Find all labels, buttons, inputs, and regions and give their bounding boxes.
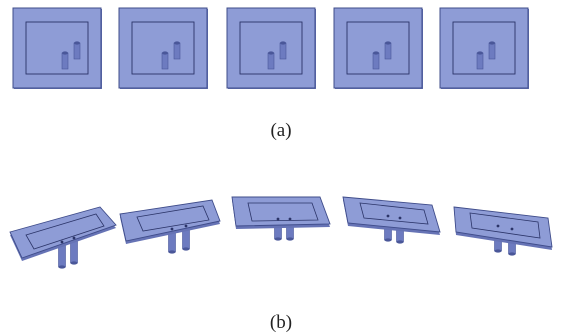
- probe-pin: [182, 228, 190, 250]
- board: [118, 7, 208, 89]
- board: [226, 7, 316, 89]
- probe-pin-top: [174, 41, 180, 45]
- probe-pin-top: [489, 41, 495, 45]
- probe-pin: [168, 231, 176, 253]
- board: [9, 206, 117, 259]
- top-view-antenna-5: [439, 7, 529, 89]
- probe-pin-end: [70, 261, 78, 265]
- probe-pin-top: [280, 41, 286, 45]
- top-view-antenna-4: [333, 7, 423, 89]
- probe-pin-end: [384, 238, 392, 242]
- row-a-top-views: [12, 7, 529, 89]
- probe-pin: [267, 52, 275, 70]
- patch-outline: [247, 202, 319, 222]
- probe-pin-end: [168, 250, 176, 254]
- feed-point: [170, 227, 174, 231]
- perspective-antenna-2: [119, 199, 221, 254]
- top-view-antenna-2: [118, 7, 208, 89]
- feed-point: [276, 217, 280, 221]
- probe-pin: [384, 42, 392, 60]
- probe-pin-top: [373, 51, 379, 55]
- patch-outline: [136, 205, 210, 232]
- feed-point: [288, 217, 292, 221]
- patch-outline: [239, 21, 303, 75]
- probe-pin-end: [286, 237, 294, 241]
- feed-point: [184, 224, 188, 228]
- probe-pin-top: [385, 41, 391, 45]
- top-view-antenna-3: [226, 7, 316, 89]
- probe-pin: [279, 42, 287, 60]
- probe-pin-end: [494, 249, 502, 253]
- probe-pin-top: [162, 51, 168, 55]
- top-view-antenna-1: [12, 7, 102, 89]
- probe-pin-end: [274, 237, 282, 241]
- probe-pin: [173, 42, 181, 60]
- probe-pin-end: [396, 240, 404, 244]
- probe-pin: [372, 52, 380, 70]
- probe-pin-top: [62, 51, 68, 55]
- patch-outline: [25, 21, 89, 75]
- caption-a: (a): [270, 120, 291, 141]
- patch-outline: [25, 213, 105, 250]
- probe-pin: [61, 52, 69, 70]
- feed-point: [72, 236, 76, 240]
- caption-b: (b): [270, 312, 292, 333]
- probe-pin: [70, 240, 78, 264]
- patch-outline: [469, 212, 541, 239]
- board: [439, 7, 529, 89]
- row-b-perspective-views: [9, 196, 553, 269]
- feed-point: [496, 224, 500, 228]
- patch-outline: [346, 21, 410, 75]
- probe-pin-end: [508, 252, 516, 256]
- feed-point: [60, 240, 64, 244]
- perspective-antenna-4: [342, 196, 441, 244]
- perspective-antenna-3: [231, 196, 331, 241]
- probe-pin: [58, 244, 66, 268]
- probe-pin-end: [182, 247, 190, 251]
- feed-point: [398, 216, 402, 220]
- perspective-antenna-5: [453, 206, 553, 256]
- probe-pin-end: [58, 265, 66, 269]
- feed-point: [510, 227, 514, 231]
- patch-outline: [131, 21, 195, 75]
- probe-pin-top: [268, 51, 274, 55]
- board: [12, 7, 102, 89]
- perspective-antenna-1: [9, 206, 117, 269]
- probe-pin: [488, 42, 496, 60]
- probe-pin-top: [74, 41, 80, 45]
- board: [453, 206, 553, 248]
- probe-pin: [73, 42, 81, 60]
- probe-pin: [476, 52, 484, 70]
- probe-pin: [161, 52, 169, 70]
- patch-outline: [452, 21, 516, 75]
- board: [231, 196, 331, 227]
- feed-point: [386, 214, 390, 218]
- board: [333, 7, 423, 89]
- probe-pin-top: [477, 51, 483, 55]
- patch-outline: [359, 202, 429, 225]
